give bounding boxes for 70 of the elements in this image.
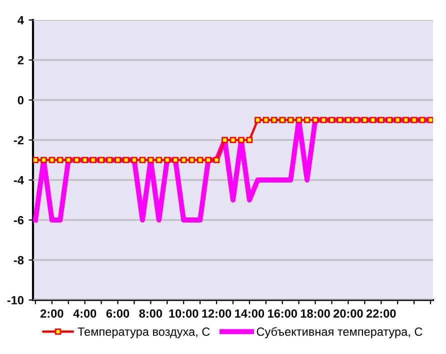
point	[131, 156, 138, 164]
x-tick-label: 6:00	[106, 309, 130, 318]
point	[279, 116, 286, 124]
point	[370, 116, 376, 124]
point	[254, 116, 261, 124]
point	[122, 156, 130, 164]
y-tick-label: -8	[14, 256, 24, 264]
point	[394, 116, 401, 124]
point	[386, 116, 393, 124]
point	[336, 116, 344, 124]
point	[57, 156, 64, 164]
point	[82, 156, 88, 164]
point	[156, 156, 162, 164]
point	[402, 116, 409, 124]
point	[73, 156, 80, 164]
point	[48, 156, 56, 164]
point	[304, 116, 310, 124]
point	[205, 156, 212, 164]
legend-label: Субъективная температура, С	[256, 327, 422, 338]
x-tick-label: 16:00	[268, 309, 297, 318]
point	[139, 156, 146, 164]
x-tick-label: 8:00	[139, 309, 162, 318]
point	[246, 136, 253, 144]
point	[213, 156, 220, 164]
y-tick-label: -4	[14, 176, 24, 184]
point	[230, 136, 236, 144]
point	[271, 116, 278, 124]
x-tick-label: 12:00	[202, 309, 232, 318]
point	[33, 156, 39, 164]
point	[296, 116, 302, 124]
y-tick-label: -6	[14, 216, 24, 224]
point	[164, 156, 170, 164]
point	[419, 116, 426, 124]
y-tick-label: -2	[14, 136, 24, 144]
point	[312, 116, 318, 124]
point	[287, 116, 294, 124]
point	[180, 156, 187, 164]
point	[353, 116, 360, 124]
point	[196, 156, 204, 164]
x-tick-label: 18:00	[300, 309, 330, 318]
point	[262, 116, 270, 124]
x-tick-label: 22:00	[366, 309, 396, 318]
point	[40, 156, 47, 164]
point	[328, 116, 335, 124]
x-tick-label: 10:00	[169, 309, 198, 318]
point	[345, 116, 352, 124]
y-tick-label: 2	[18, 56, 24, 64]
point	[410, 116, 418, 124]
point	[65, 156, 72, 164]
point	[222, 136, 228, 144]
point	[148, 156, 154, 164]
point	[106, 156, 113, 164]
point	[172, 156, 179, 164]
point	[320, 116, 327, 124]
y-tick-label: -10	[7, 296, 24, 304]
legend-label: Температура воздуха, С	[78, 328, 210, 338]
point	[114, 156, 121, 164]
point	[378, 116, 384, 124]
point	[188, 156, 195, 164]
x-tick-label: 2:00	[40, 309, 64, 318]
point	[362, 116, 368, 124]
x-tick-label: 4:00	[73, 309, 96, 318]
y-tick-label: 0	[18, 96, 24, 104]
x-tick-label: 14:00	[235, 309, 264, 318]
point	[427, 116, 433, 124]
point	[90, 156, 96, 164]
x-tick-label: 20:00	[334, 309, 363, 318]
y-tick-label: 4	[18, 16, 24, 24]
point	[238, 136, 244, 144]
point	[98, 156, 104, 164]
